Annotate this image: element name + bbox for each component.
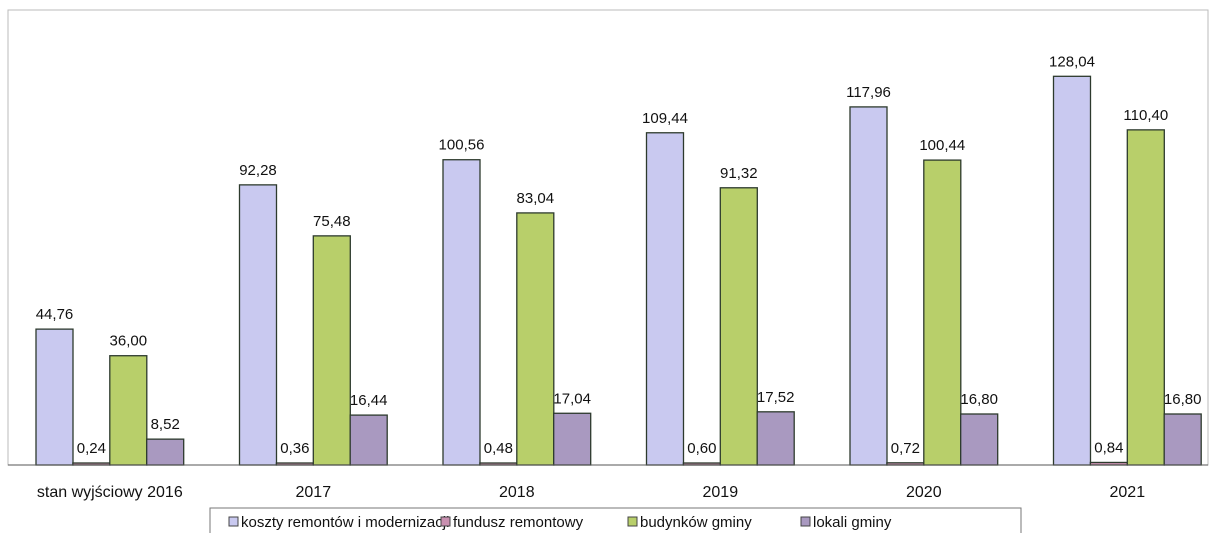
legend-swatch bbox=[627, 516, 638, 527]
legend-swatch bbox=[440, 516, 451, 527]
value-label: 0,72 bbox=[891, 440, 920, 457]
value-label: 8,52 bbox=[151, 416, 180, 433]
bar bbox=[312, 235, 351, 466]
category-label: 2021 bbox=[1110, 484, 1146, 501]
legend-entry: budynków gminy bbox=[640, 514, 752, 531]
bar bbox=[1052, 75, 1092, 466]
bar bbox=[109, 355, 148, 466]
bar bbox=[1126, 129, 1165, 466]
category-label: stan wyjściowy 2016 bbox=[37, 484, 183, 501]
value-label: 0,84 bbox=[1094, 439, 1123, 456]
bar bbox=[35, 328, 74, 466]
bar bbox=[756, 411, 795, 466]
value-label: 0,24 bbox=[77, 440, 106, 457]
legend-entry: fundusz remontowy bbox=[453, 514, 584, 531]
bar bbox=[553, 412, 592, 466]
value-label: 117,96 bbox=[846, 84, 891, 101]
bar bbox=[960, 413, 999, 466]
bar bbox=[442, 159, 481, 466]
value-label: 0,48 bbox=[484, 440, 513, 457]
legend: koszty remontów i modernizacji fundusz re… bbox=[228, 514, 892, 531]
bar bbox=[349, 414, 388, 466]
legend-entry: lokali gminy bbox=[813, 514, 892, 531]
legend-box bbox=[209, 507, 1022, 533]
bar bbox=[238, 184, 278, 466]
value-label: 44,76 bbox=[36, 306, 74, 323]
category-label: 2018 bbox=[499, 484, 535, 501]
value-label: 17,52 bbox=[757, 389, 795, 406]
bar bbox=[516, 212, 555, 466]
category-label: 2019 bbox=[703, 484, 739, 501]
value-label: 17,04 bbox=[553, 390, 591, 407]
legend-swatch bbox=[228, 516, 239, 527]
bar bbox=[923, 159, 962, 466]
value-label: 16,80 bbox=[960, 391, 998, 408]
bar bbox=[719, 187, 758, 466]
category-label: 2020 bbox=[906, 484, 942, 501]
bar bbox=[146, 438, 185, 466]
value-labels-layer: 44,76 0,24 36,00 8,52 92,28 0,36 75,48 16,44 100… bbox=[36, 53, 1202, 457]
value-label: 110,40 bbox=[1123, 107, 1168, 124]
category-labels-layer: stan wyjściowy 2016 2017 2018 2019 2020 2021 bbox=[37, 484, 1145, 501]
value-label: 0,60 bbox=[687, 440, 716, 457]
bar bbox=[1163, 413, 1202, 466]
value-label: 100,56 bbox=[439, 137, 485, 154]
category-label: 2017 bbox=[296, 484, 332, 501]
value-label: 109,44 bbox=[642, 110, 688, 127]
bar bbox=[849, 106, 888, 466]
bar bbox=[645, 132, 685, 466]
value-label: 16,44 bbox=[350, 392, 388, 409]
value-label: 91,32 bbox=[720, 165, 758, 182]
value-label: 36,00 bbox=[110, 333, 148, 350]
value-label: 92,28 bbox=[239, 162, 277, 179]
value-label: 75,48 bbox=[313, 213, 351, 230]
value-label: 16,80 bbox=[1164, 391, 1202, 408]
legend-swatch bbox=[800, 516, 811, 527]
legend-entry: koszty remontów i modernizacji bbox=[241, 514, 449, 531]
value-label: 0,36 bbox=[280, 440, 309, 457]
value-label: 83,04 bbox=[517, 190, 555, 207]
value-label: 100,44 bbox=[919, 137, 965, 154]
value-label: 128,04 bbox=[1049, 53, 1095, 70]
bars-layer bbox=[35, 75, 1202, 466]
plot-frame bbox=[7, 9, 1209, 466]
